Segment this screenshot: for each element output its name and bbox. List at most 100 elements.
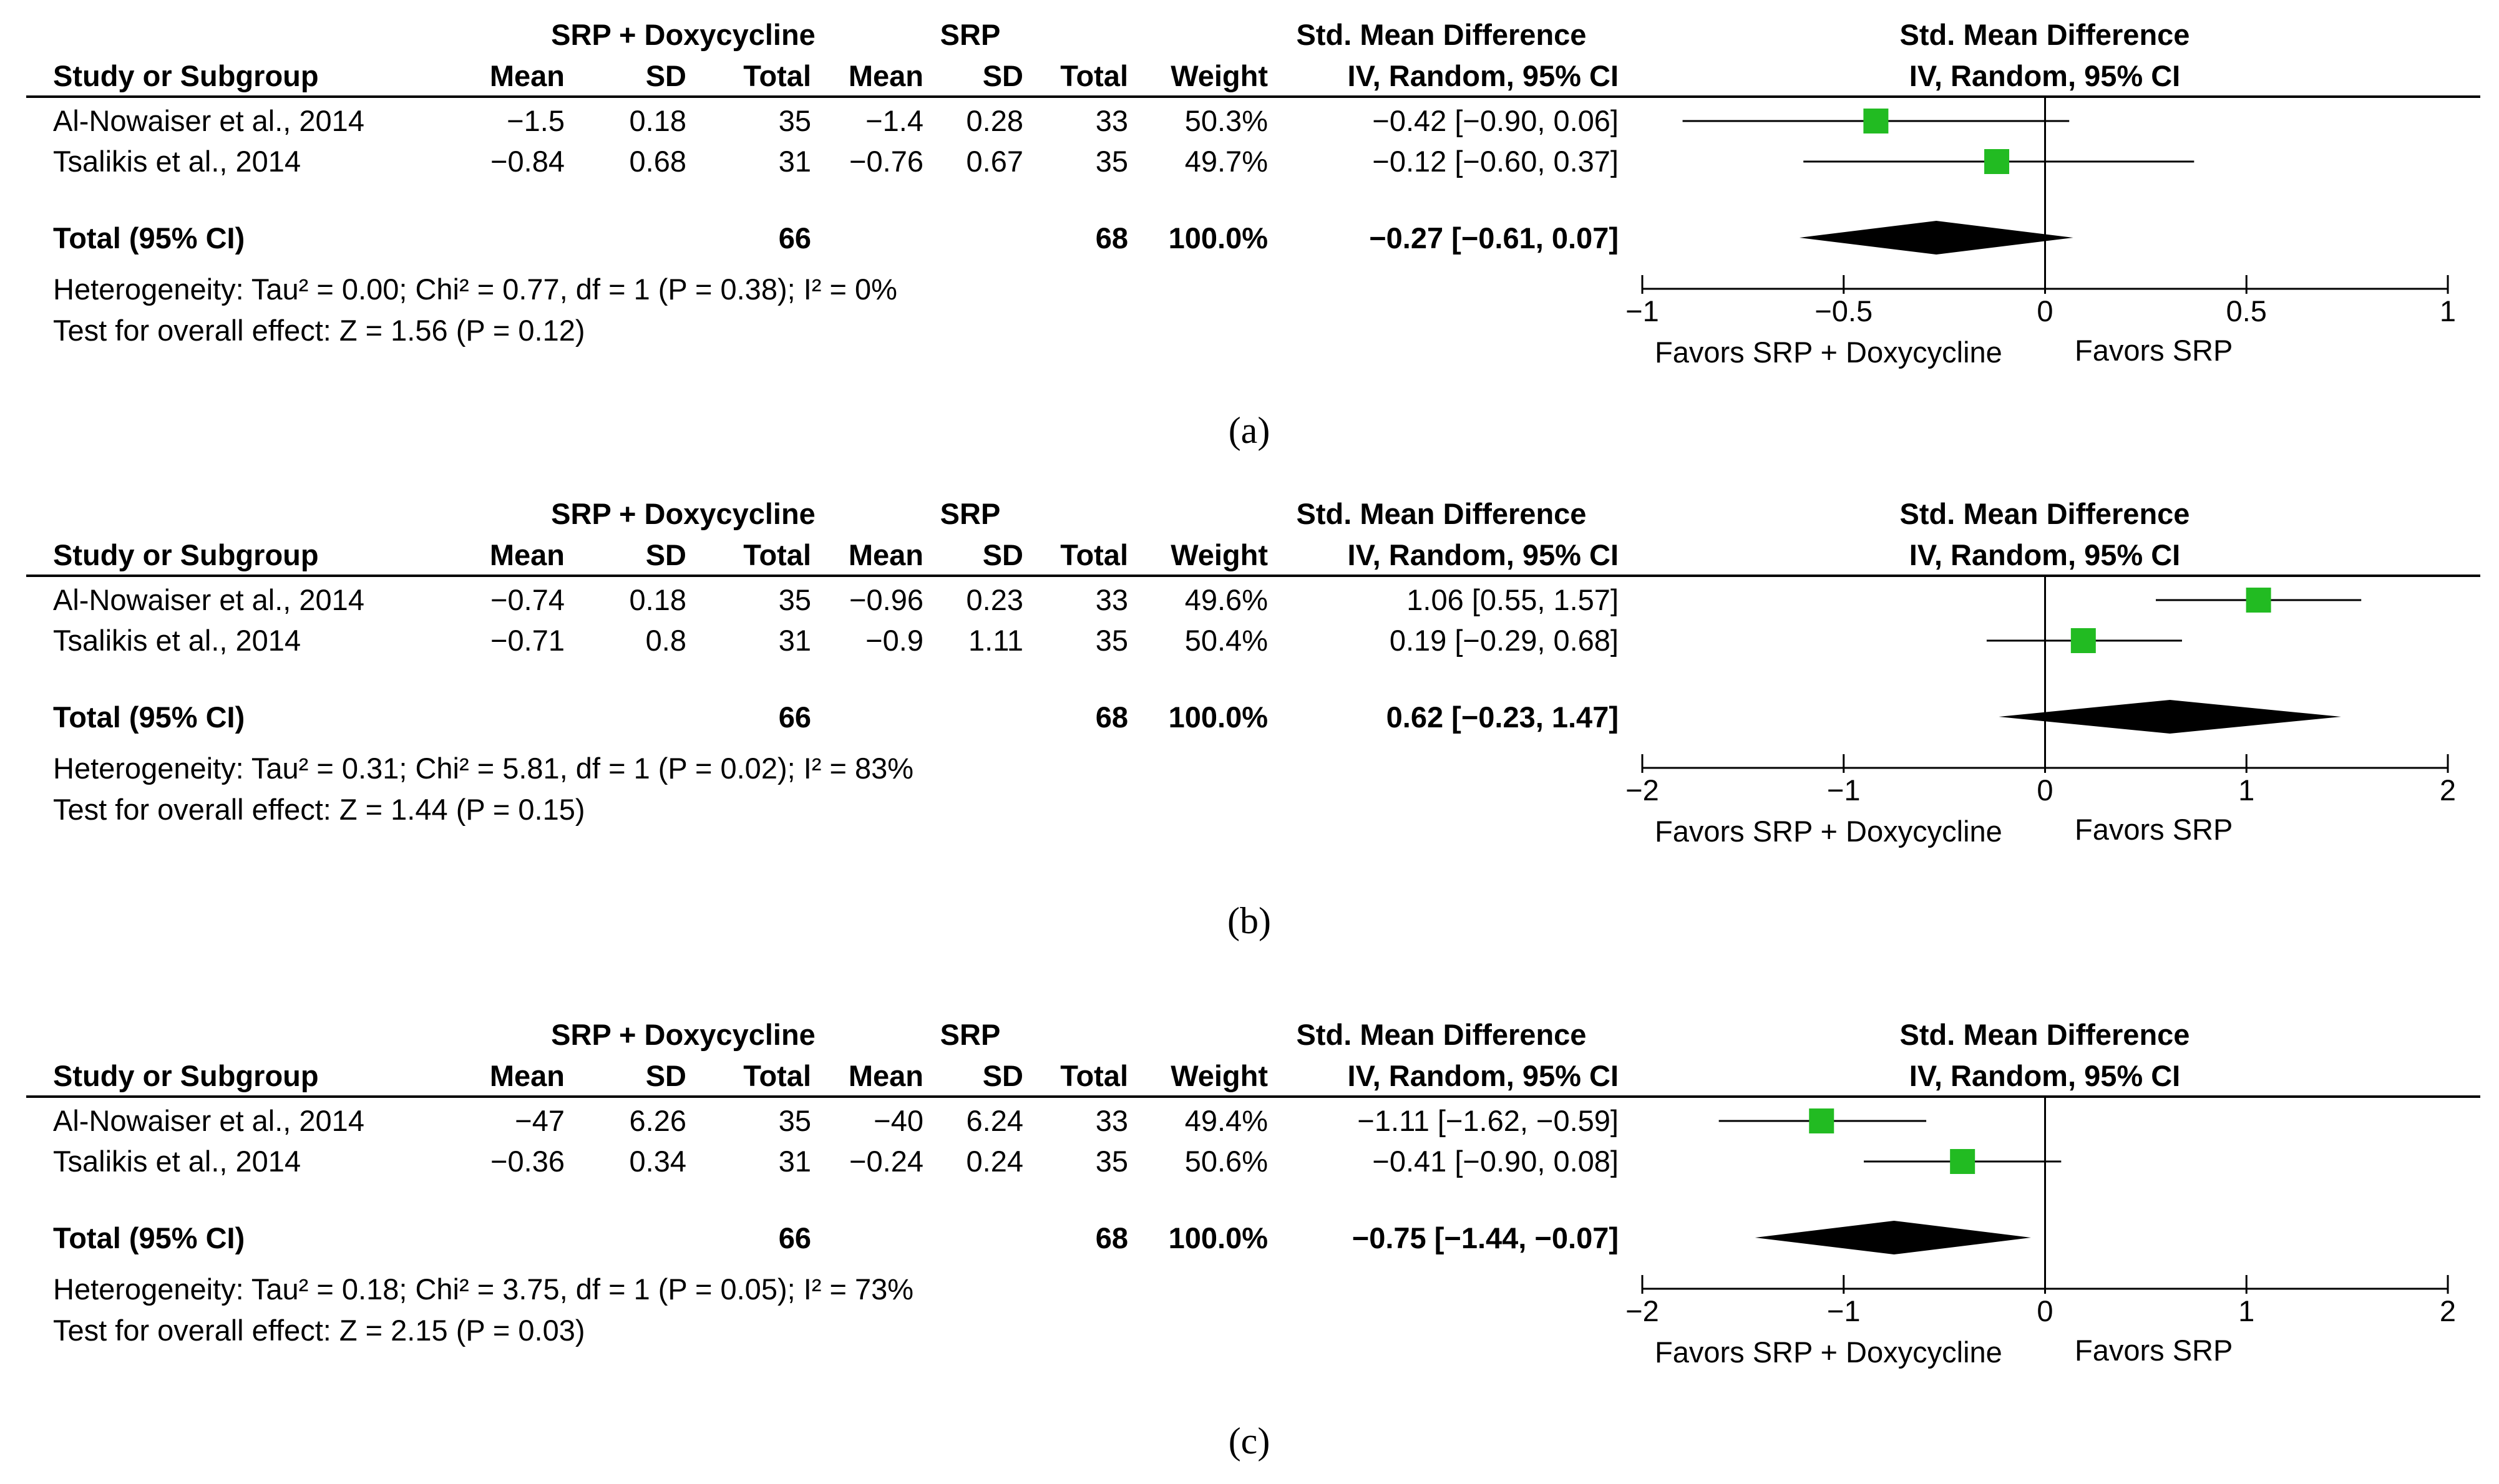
forest-panel: SRP + Doxycycline SRP Std. Mean Difference… — [26, 18, 2480, 451]
study-name: Tsalikis et al., 2014 — [53, 1145, 301, 1178]
study-total2: 35 — [1096, 145, 1128, 178]
header-method-plot: IV, Random, 95% CI — [1909, 538, 2180, 571]
favors-right-label: Favors SRP — [2075, 334, 2233, 367]
header-mean1: Mean — [490, 1059, 565, 1092]
header-total1: Total — [743, 1059, 811, 1092]
study-sd1: 6.26 — [630, 1104, 686, 1137]
header-smd-table: Std. Mean Difference — [1297, 18, 1587, 51]
x-tick-label: 0 — [2037, 1294, 2053, 1327]
study-mean1: −1.5 — [507, 104, 565, 137]
study-ci: −1.11 [−1.62, −0.59] — [1357, 1104, 1619, 1137]
study-total2: 35 — [1096, 624, 1128, 657]
pooled-diamond — [1799, 221, 2073, 255]
study-name: Tsalikis et al., 2014 — [53, 624, 301, 657]
heterogeneity-text: Heterogeneity: Tau² = 0.31; Chi² = 5.81,… — [53, 752, 913, 785]
header-group1: SRP + Doxycycline — [551, 18, 816, 51]
x-tick-label: −1 — [1625, 294, 1659, 327]
favors-left-label: Favors SRP + Doxycycline — [1655, 815, 2002, 848]
study-total1: 35 — [779, 104, 811, 137]
study-sd2: 1.11 — [968, 624, 1023, 657]
total-total1: 66 — [779, 701, 811, 734]
study-mean1: −0.36 — [490, 1145, 565, 1178]
study-marker — [1863, 109, 1889, 133]
study-mean2: −0.96 — [849, 583, 923, 616]
panel-label: (a) — [1229, 410, 1270, 451]
study-weight: 49.7% — [1185, 145, 1268, 178]
header-sd2: SD — [983, 1059, 1023, 1092]
overall-effect-text: Test for overall effect: Z = 2.15 (P = 0… — [53, 1314, 585, 1347]
study-marker — [1950, 1149, 1975, 1174]
study-marker — [1809, 1108, 1834, 1133]
header-method-table: IV, Random, 95% CI — [1348, 1059, 1619, 1092]
study-total1: 35 — [779, 583, 811, 616]
study-sd2: 0.28 — [967, 104, 1023, 137]
study-marker — [2070, 628, 2096, 653]
study-mean1: −0.74 — [490, 583, 565, 616]
study-sd2: 0.67 — [967, 145, 1023, 178]
study-weight: 50.4% — [1185, 624, 1268, 657]
study-sd2: 6.24 — [967, 1104, 1023, 1137]
study-marker — [2246, 588, 2271, 613]
study-ci: 1.06 [0.55, 1.57] — [1406, 583, 1619, 616]
header-smd-plot: Std. Mean Difference — [1900, 1018, 2190, 1051]
header-sd1: SD — [646, 59, 686, 92]
x-tick-label: 2 — [2440, 1294, 2456, 1327]
favors-left-label: Favors SRP + Doxycycline — [1655, 336, 2002, 369]
forest-panel: SRP + Doxycycline SRP Std. Mean Difference… — [26, 1018, 2480, 1462]
total-total2: 68 — [1096, 221, 1128, 255]
study-sd2: 0.23 — [967, 583, 1023, 616]
header-group1: SRP + Doxycycline — [551, 1018, 816, 1051]
header-study: Study or Subgroup — [53, 538, 319, 571]
header-mean1: Mean — [490, 538, 565, 571]
header-sd1: SD — [646, 1059, 686, 1092]
study-total1: 31 — [779, 624, 811, 657]
header-method-plot: IV, Random, 95% CI — [1909, 59, 2180, 92]
x-tick-label: −2 — [1625, 1294, 1659, 1327]
favors-right-label: Favors SRP — [2075, 1334, 2233, 1367]
study-weight: 49.4% — [1185, 1104, 1268, 1137]
header-smd-table: Std. Mean Difference — [1297, 1018, 1587, 1051]
header-method-table: IV, Random, 95% CI — [1348, 538, 1619, 571]
study-sd1: 0.18 — [630, 104, 686, 137]
study-total1: 35 — [779, 1104, 811, 1137]
study-ci: 0.19 [−0.29, 0.68] — [1390, 624, 1619, 657]
favors-right-label: Favors SRP — [2075, 813, 2233, 846]
x-tick-label: −2 — [1625, 774, 1659, 807]
total-weight: 100.0% — [1169, 701, 1268, 734]
favors-left-label: Favors SRP + Doxycycline — [1655, 1336, 2002, 1369]
study-total2: 35 — [1096, 1145, 1128, 1178]
header-total2: Total — [1060, 1059, 1128, 1092]
header-weight: Weight — [1171, 1059, 1268, 1092]
header-weight: Weight — [1171, 59, 1268, 92]
header-sd2: SD — [983, 59, 1023, 92]
total-label: Total (95% CI) — [53, 701, 245, 734]
total-total2: 68 — [1096, 701, 1128, 734]
study-ci: −0.41 [−0.90, 0.08] — [1372, 1145, 1619, 1178]
header-smd-table: Std. Mean Difference — [1297, 497, 1587, 530]
study-mean1: −0.84 — [490, 145, 565, 178]
total-total1: 66 — [779, 1221, 811, 1254]
study-weight: 50.6% — [1185, 1145, 1268, 1178]
header-group2: SRP — [940, 18, 1001, 51]
total-weight: 100.0% — [1169, 1221, 1268, 1254]
overall-effect-text: Test for overall effect: Z = 1.56 (P = 0… — [53, 314, 585, 347]
study-total2: 33 — [1096, 104, 1128, 137]
total-weight: 100.0% — [1169, 221, 1268, 255]
study-mean1: −0.71 — [490, 624, 565, 657]
header-total2: Total — [1060, 538, 1128, 571]
study-name: Al-Nowaiser et al., 2014 — [53, 104, 364, 137]
header-sd1: SD — [646, 538, 686, 571]
x-tick-label: −0.5 — [1815, 294, 1873, 327]
x-tick-label: −1 — [1827, 1294, 1861, 1327]
study-ci: −0.42 [−0.90, 0.06] — [1372, 104, 1619, 137]
total-label: Total (95% CI) — [53, 1221, 245, 1254]
x-tick-label: 1 — [2238, 1294, 2254, 1327]
study-sd1: 0.8 — [646, 624, 686, 657]
header-sd2: SD — [983, 538, 1023, 571]
study-total1: 31 — [779, 1145, 811, 1178]
study-total1: 31 — [779, 145, 811, 178]
total-label: Total (95% CI) — [53, 221, 245, 255]
study-total2: 33 — [1096, 1104, 1128, 1137]
study-mean2: −0.9 — [865, 624, 923, 657]
